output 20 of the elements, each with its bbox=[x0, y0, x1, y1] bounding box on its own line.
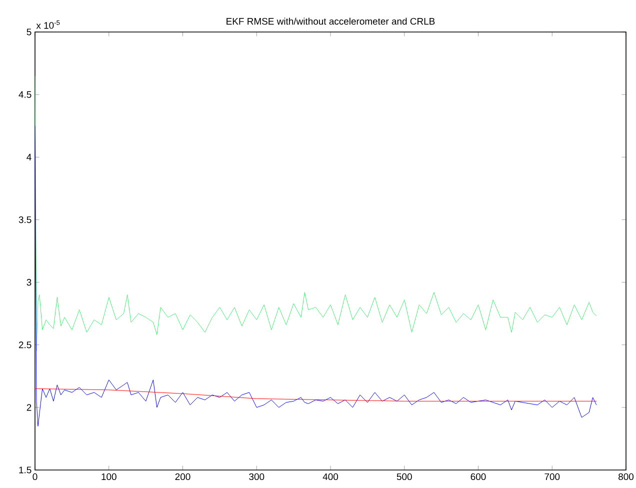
x-tick-label: 800 bbox=[618, 473, 634, 480]
y-tick-label: 5 bbox=[26, 28, 32, 36]
x-tick-label: 0 bbox=[32, 473, 38, 480]
line-series bbox=[35, 76, 597, 352]
x-tick-label: 500 bbox=[396, 473, 412, 480]
y-tick-label: 4.5 bbox=[18, 91, 32, 98]
x-tick-label: 300 bbox=[249, 473, 264, 480]
y-tick-label: 2 bbox=[26, 404, 32, 411]
x-tick-label: 600 bbox=[470, 473, 486, 480]
y-tick-label: 4 bbox=[26, 154, 32, 160]
y-tick-label: 2.5 bbox=[18, 342, 32, 348]
y-tick-label: 1.5 bbox=[19, 466, 32, 474]
chart-title: EKF RMSE with/without accelerometer and CRLB bbox=[226, 18, 435, 25]
x-tick-label: 200 bbox=[175, 473, 190, 480]
text: x 10$^{-5}$ bbox=[36, 20, 60, 29]
y-tick-label: 3 bbox=[26, 278, 32, 286]
x-tick-label: 700 bbox=[544, 473, 560, 480]
x-tick-label: 400 bbox=[322, 473, 338, 480]
y-tick-label: 3.5 bbox=[18, 216, 32, 224]
x-tick-label: 100 bbox=[102, 473, 116, 480]
